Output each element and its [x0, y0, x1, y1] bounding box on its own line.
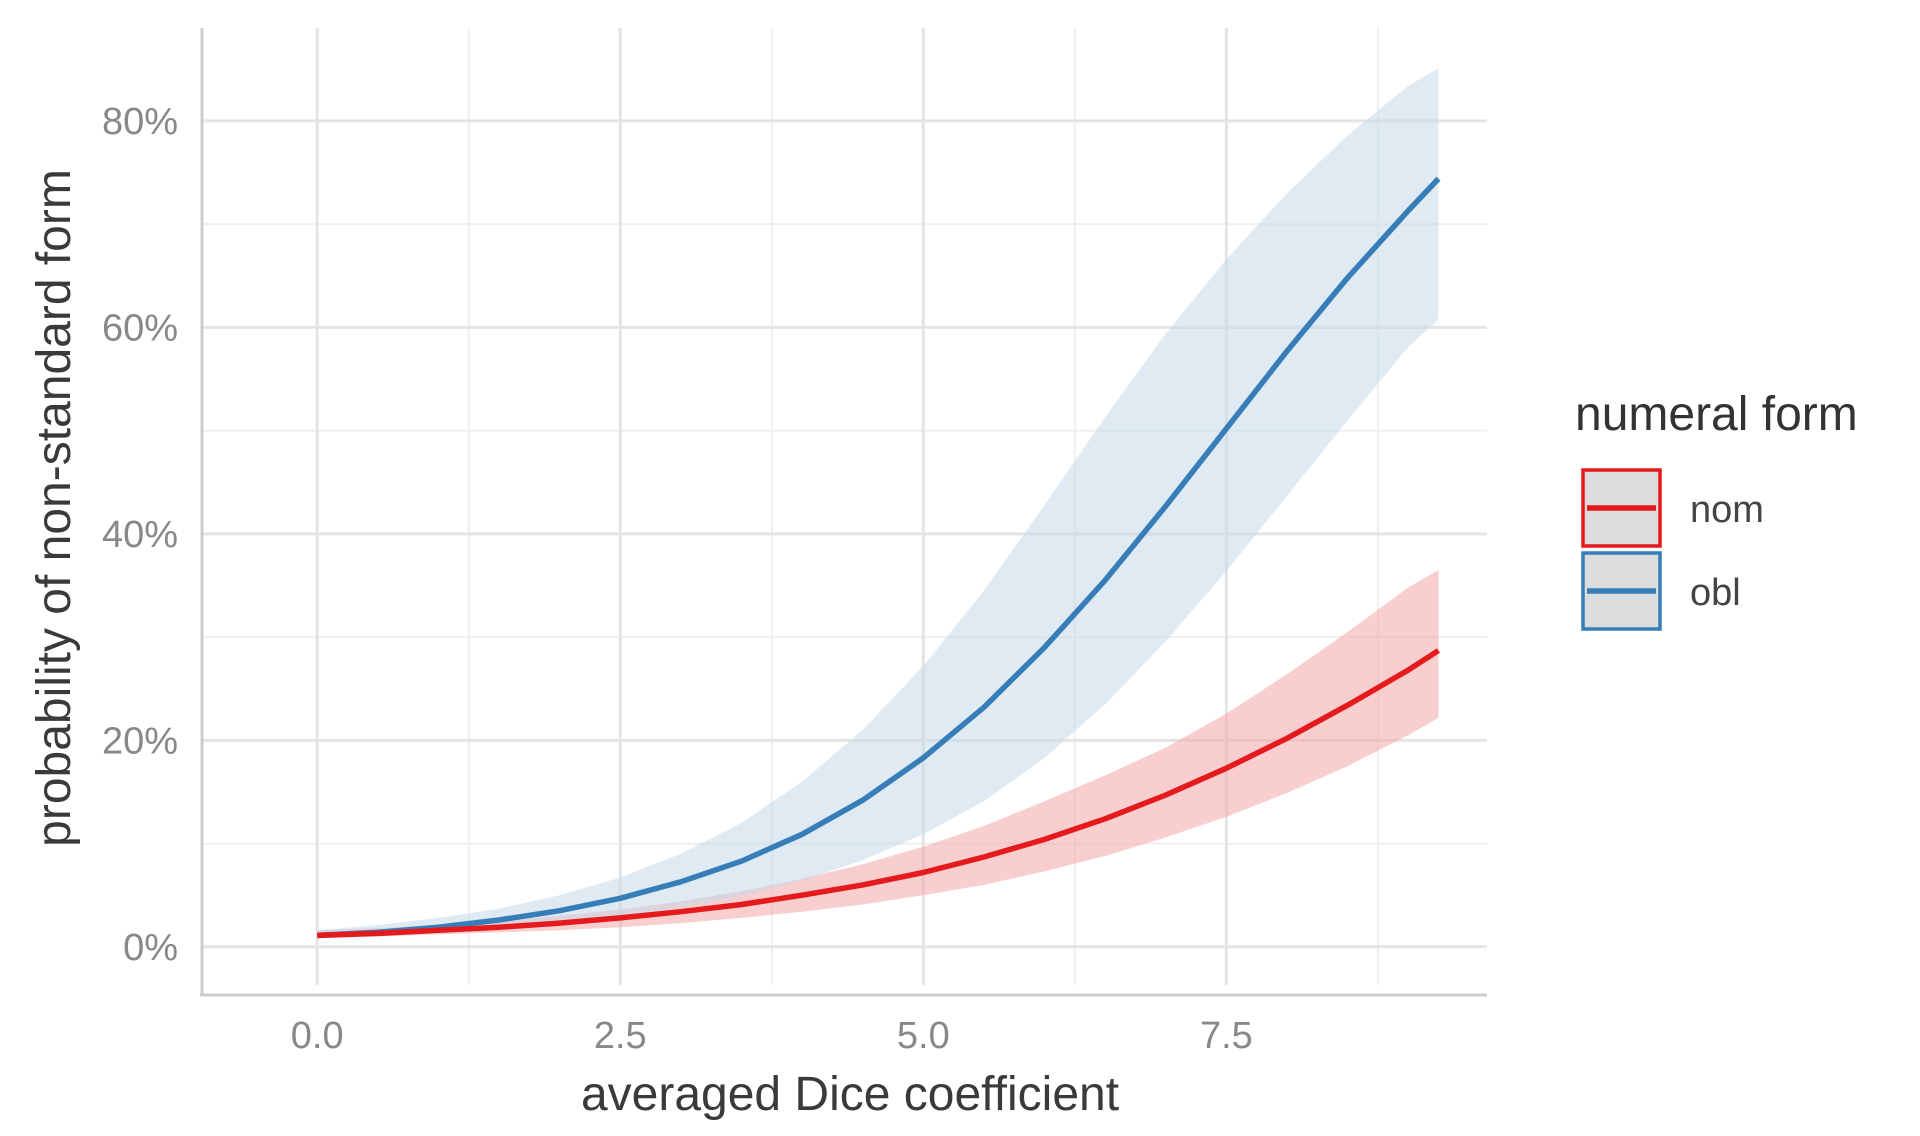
- x-tick-labels: 0.0 2.5 5.0 7.5: [291, 1015, 1253, 1057]
- x-tick-label: 7.5: [1200, 1015, 1253, 1057]
- y-tick-labels: 0% 20% 40% 60% 80%: [102, 101, 178, 969]
- y-axis-title: probability of non-standard form: [28, 169, 81, 847]
- y-tick-label: 60%: [102, 307, 178, 349]
- legend: numeral form nom obl: [1575, 388, 1858, 631]
- axes: [200, 28, 1487, 997]
- legend-item-nom: nom: [1581, 468, 1764, 548]
- ribbon-nom: [317, 570, 1439, 939]
- series-line-nom: [317, 648, 1440, 939]
- y-tick-label: 40%: [102, 514, 178, 556]
- y-tick-label: 0%: [123, 927, 178, 969]
- series-line-obl: [317, 176, 1441, 939]
- x-tick-label: 0.0: [291, 1015, 344, 1057]
- ribbon-obl: [317, 68, 1439, 939]
- y-tick-label: 20%: [102, 720, 178, 762]
- x-tick-label: 5.0: [897, 1015, 950, 1057]
- confidence-ribbons: [317, 68, 1439, 939]
- x-axis-title: averaged Dice coefficient: [581, 1068, 1119, 1121]
- legend-label-nom: nom: [1690, 489, 1764, 531]
- x-tick-label: 2.5: [594, 1015, 647, 1057]
- series-lines: [317, 176, 1441, 939]
- legend-item-obl: obl: [1581, 551, 1741, 631]
- legend-label-obl: obl: [1690, 572, 1741, 614]
- legend-title: numeral form: [1575, 388, 1858, 441]
- y-tick-label: 80%: [102, 101, 178, 143]
